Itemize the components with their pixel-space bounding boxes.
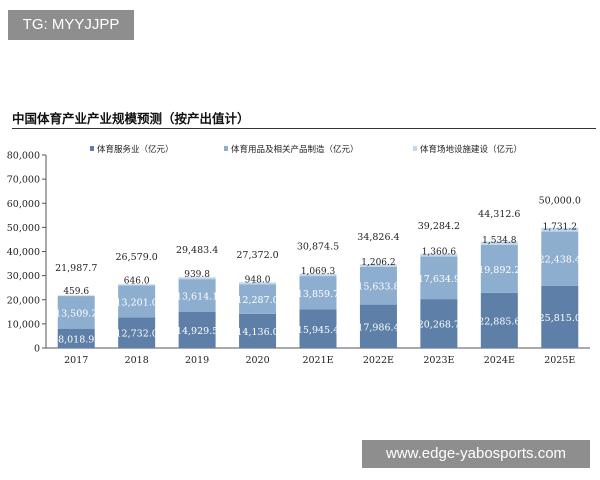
bar-value-label: 14,929.5 (176, 326, 218, 337)
x-tick-label: 2023E (423, 355, 454, 366)
y-tick-label: 70,000 (7, 175, 40, 186)
bar-segment (480, 241, 518, 245)
bar-segment (541, 227, 579, 232)
bar-value-label: 8,018.9 (58, 334, 94, 345)
bar-segment (541, 285, 579, 348)
bar-segment (359, 304, 397, 348)
bar-segment (480, 292, 518, 348)
total-value-label: 44,312.6 (478, 209, 520, 220)
bar-value-label: 1,206.2 (361, 258, 395, 268)
bar-segment (118, 283, 156, 286)
x-tick-label: 2018 (125, 355, 149, 366)
total-value-label: 21,987.7 (55, 263, 97, 274)
legend-label: 体育用品及相关产品制造（亿元） (231, 144, 359, 155)
bar-segment (480, 244, 518, 293)
x-tick-label: 2022E (363, 355, 394, 366)
bar-segment (178, 311, 216, 348)
bar-segment (299, 309, 337, 348)
bar-value-label: 15,633.8 (357, 282, 399, 293)
bar-value-label: 17,634.9 (418, 274, 460, 285)
x-tick-label: 2025E (544, 355, 575, 366)
bar-value-label: 13,859.7 (297, 289, 339, 300)
legend-label: 体育场地设施建设（亿元） (420, 144, 522, 155)
bar-value-label: 1,360.6 (422, 248, 457, 258)
bar-segment (541, 231, 579, 286)
x-tick-label: 2019 (185, 355, 209, 366)
total-value-label: 39,284.2 (418, 221, 460, 232)
y-tick-label: 50,000 (7, 223, 40, 234)
bar-value-label: 25,815.0 (539, 313, 581, 324)
tg-badge: TG: MYYJJPP (8, 10, 134, 40)
bar-value-label: 12,287.0 (236, 295, 278, 306)
bar-segment (299, 273, 337, 277)
x-tick-label: 2020 (245, 355, 269, 366)
bar-segment (239, 281, 277, 285)
total-value-label: 30,874.5 (297, 242, 339, 253)
bar-segment (239, 284, 277, 314)
bar-value-label: 15,945.4 (297, 325, 339, 336)
y-tick-label: 20,000 (7, 295, 40, 306)
x-tick-label: 2024E (484, 355, 515, 366)
bar-segment (57, 294, 95, 297)
bar-segment (118, 317, 156, 348)
y-tick-label: 0 (34, 344, 40, 355)
bar-segment (57, 296, 95, 329)
total-value-label: 29,483.4 (176, 245, 218, 256)
bar-segment (239, 313, 277, 348)
bar-value-label: 13,201.0 (116, 297, 158, 308)
bar-value-label: 12,732.0 (116, 329, 158, 340)
bar-segment (118, 285, 156, 318)
x-tick-label: 2017 (64, 355, 88, 366)
total-value-label: 50,000.0 (539, 195, 581, 206)
title-rule (12, 128, 596, 129)
bar-value-label: 1,534.8 (482, 236, 517, 246)
bar-value-label: 1,731.2 (543, 223, 577, 233)
bar-segment (359, 263, 397, 267)
url-badge: www.edge-yabosports.com (362, 440, 590, 468)
x-tick-label: 2021E (302, 355, 333, 366)
y-tick-label: 80,000 (7, 151, 40, 162)
bar-segment (299, 276, 337, 310)
legend-swatch (413, 146, 417, 151)
bar-value-label: 22,885.6 (478, 316, 520, 327)
bar-segment (420, 253, 458, 257)
bar-value-label: 17,986.4 (357, 322, 399, 333)
y-tick-label: 60,000 (7, 199, 40, 210)
bar-value-label: 459.6 (63, 287, 89, 297)
bar-value-label: 19,892.2 (478, 265, 520, 276)
chart-title: 中国体育产业产业规模预测（按产出值计） (12, 111, 250, 126)
bar-value-label: 13,614.1 (176, 292, 218, 303)
bar-value-label: 939.8 (184, 270, 210, 280)
legend-swatch (90, 146, 94, 151)
bar-value-label: 646.0 (124, 276, 150, 286)
bar-value-label: 20,268.7 (418, 320, 460, 331)
bar-segment (420, 299, 458, 348)
bar-value-label: 1,069.3 (301, 267, 336, 277)
y-tick-label: 10,000 (7, 319, 40, 330)
total-value-label: 26,579.0 (116, 252, 158, 263)
total-value-label: 27,372.0 (236, 250, 278, 261)
legend-label: 体育服务业（亿元） (97, 144, 174, 155)
bar-value-label: 22,438.4 (539, 255, 581, 266)
total-value-label: 34,826.4 (357, 232, 399, 243)
bar-segment (178, 279, 216, 312)
y-tick-label: 30,000 (7, 271, 40, 282)
legend-swatch (224, 146, 228, 151)
bar-value-label: 948.0 (245, 275, 271, 285)
bar-segment (420, 256, 458, 300)
bar-value-label: 14,136.0 (236, 327, 278, 338)
bar-segment (359, 266, 397, 305)
y-tick-label: 40,000 (7, 247, 40, 258)
bar-segment (178, 276, 216, 280)
bar-segment (57, 328, 95, 348)
bar-value-label: 13,509.2 (55, 308, 97, 319)
